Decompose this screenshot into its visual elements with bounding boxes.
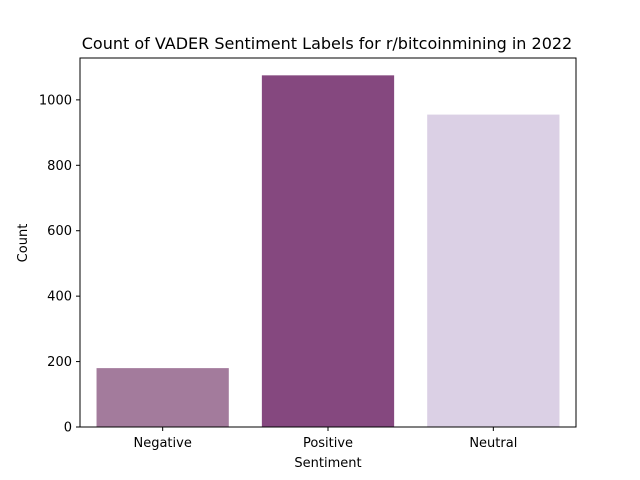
- y-axis-label: Count: [16, 224, 31, 263]
- bars-layer: [96, 75, 560, 428]
- bar-positive: [261, 75, 395, 427]
- x-tick-label-negative: Negative: [133, 436, 191, 451]
- x-axis-label: Sentiment: [294, 456, 361, 471]
- x-tick-label-positive: Positive: [303, 436, 353, 451]
- chart-title: Count of VADER Sentiment Labels for r/bi…: [82, 34, 572, 53]
- bar-neutral: [427, 114, 560, 428]
- y-axis: 0 200 400 600 800 1000: [39, 93, 80, 436]
- y-tick-label: 200: [47, 355, 72, 370]
- y-tick-label: 400: [47, 290, 72, 305]
- bar-negative: [96, 368, 229, 427]
- y-tick-label: 0: [64, 421, 72, 436]
- y-tick-label: 1000: [39, 93, 72, 108]
- y-tick-label: 800: [47, 159, 72, 174]
- y-tick-label: 600: [47, 224, 72, 239]
- x-tick-label-neutral: Neutral: [469, 436, 517, 451]
- x-axis: Negative Positive Neutral: [133, 427, 517, 451]
